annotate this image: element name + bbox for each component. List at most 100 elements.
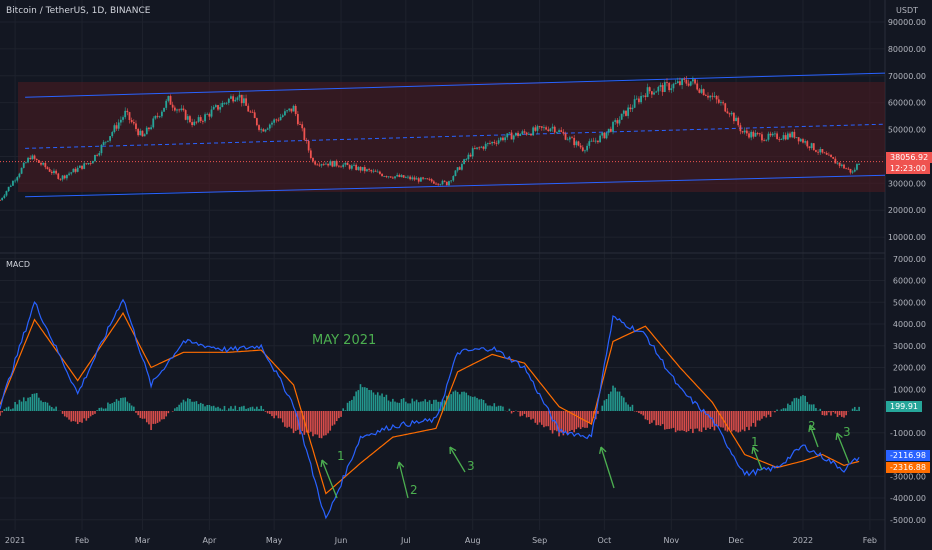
candle-body [337,165,340,167]
candle-body [588,141,591,146]
histogram-bar [644,411,647,420]
histogram-bar [29,397,32,411]
candle-body [681,78,683,85]
candle-body [100,145,103,154]
histogram-bar [610,391,612,411]
histogram-bar [107,402,109,411]
macd-tick-label: 6000.00 [893,277,926,286]
histogram-bar [741,411,744,430]
histogram-bar [415,399,418,411]
histogram-bar [666,411,668,430]
histogram-bar [424,399,427,411]
candle-body [461,164,463,170]
histogram-bar [774,411,776,413]
candle-body [303,128,306,140]
candle-body [722,102,725,104]
histogram-bar [825,411,828,416]
histogram-bar [856,409,858,411]
histogram-bar [230,406,232,411]
candle-body [845,168,848,170]
candle-body [363,167,366,172]
candle-body [266,128,269,130]
histogram-bar [558,411,560,437]
histogram-bar [70,411,73,422]
histogram-bar [7,406,10,411]
histogram-bar [746,411,748,427]
candle-body [290,108,293,112]
histogram-bar [655,411,657,426]
candle-body [318,164,321,166]
candle-body [856,164,858,170]
histogram-bar [562,411,565,436]
candle-body [402,175,405,178]
candle-body [299,124,301,125]
histogram-bar [605,399,608,411]
histogram-bar [94,411,96,414]
candle-body [284,111,286,116]
candle-body [473,148,476,149]
histogram-bar [638,411,640,414]
price-tick-label: 30000.00 [888,179,926,188]
candle-body [234,99,237,102]
candle-body [821,149,824,153]
candle-body [838,162,841,166]
histogram-bar [584,411,586,428]
histogram-bar [372,392,375,411]
candle-body [763,140,766,142]
candle-body [109,136,111,141]
histogram-bar [340,411,342,417]
price-tick-label: 20000.00 [888,206,926,215]
candle-body [316,164,319,166]
histogram-bar [702,411,705,428]
histogram-bar [102,408,105,411]
histogram-bar [623,397,625,411]
candle-body [687,83,690,86]
currency-label: USDT [896,6,918,15]
candle-body [471,148,474,157]
candle-body [305,139,308,141]
candle-body [202,120,204,122]
candle-body [657,86,660,92]
histogram-bar [715,411,718,427]
candle-body [549,128,552,132]
candle-body [307,140,310,151]
candle-body [191,122,194,126]
candle-body [227,98,230,103]
candle-body [156,115,159,117]
candle-body [342,164,345,167]
candle-body [556,131,558,133]
candle-body [320,164,323,166]
histogram-bar [821,411,824,416]
histogram-bar [495,406,498,411]
candle-body [331,161,334,167]
candle-body [812,143,815,151]
histogram-bar [653,411,655,421]
histogram-bar [787,403,789,411]
candle-body [275,119,278,121]
histogram-bar [569,411,571,432]
candle-body [281,115,284,117]
candle-body [724,103,727,112]
histogram-bar [288,411,291,427]
candle-body [417,178,420,182]
candle-body [540,126,543,128]
histogram-bar [176,407,178,411]
candle-body [646,87,649,97]
candle-body [737,117,740,126]
candle-body [61,175,64,180]
histogram-bar [648,411,651,424]
channel-middle-line [25,123,886,149]
candle-body [581,147,584,151]
histogram-bar [407,403,409,411]
candle-body [756,133,759,134]
candle-body [659,85,662,87]
candle-body [78,165,81,168]
candle-body [566,139,569,141]
candle-body [210,109,213,117]
candle-body [273,119,276,123]
histogram-bar [318,411,321,438]
annotation-arrowhead [751,446,759,455]
histogram-bar [560,411,563,433]
histogram-bar [22,397,25,411]
